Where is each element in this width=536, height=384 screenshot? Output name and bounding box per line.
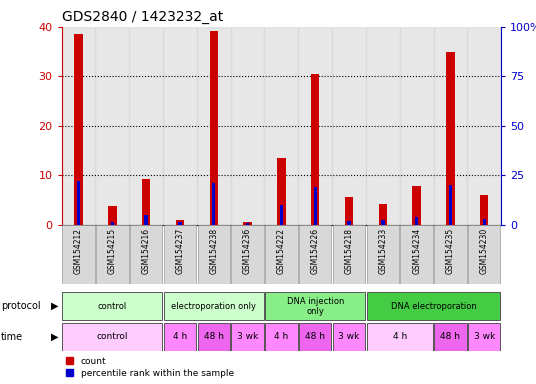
Text: 4 h: 4 h — [173, 333, 187, 341]
Bar — [311, 74, 319, 225]
Bar — [412, 186, 421, 225]
Bar — [314, 187, 317, 225]
Bar — [75, 34, 83, 225]
Text: electroporation only: electroporation only — [172, 302, 256, 311]
FancyBboxPatch shape — [434, 323, 467, 351]
FancyBboxPatch shape — [367, 225, 399, 284]
Text: 4 h: 4 h — [392, 333, 407, 341]
Bar — [400, 27, 434, 225]
FancyBboxPatch shape — [367, 323, 433, 351]
Bar — [446, 51, 455, 225]
Bar — [482, 219, 486, 225]
FancyBboxPatch shape — [265, 225, 297, 284]
FancyBboxPatch shape — [468, 323, 501, 351]
Bar — [163, 27, 197, 225]
Bar — [129, 27, 163, 225]
Text: 4 h: 4 h — [274, 333, 288, 341]
FancyBboxPatch shape — [62, 323, 162, 351]
Text: GSM154238: GSM154238 — [209, 228, 218, 274]
Text: 3 wk: 3 wk — [237, 333, 258, 341]
Bar — [277, 158, 286, 225]
Bar — [210, 31, 218, 225]
FancyBboxPatch shape — [299, 323, 331, 351]
Bar — [381, 220, 384, 225]
Bar — [345, 197, 353, 225]
Text: GSM154215: GSM154215 — [108, 228, 117, 274]
Text: GDS2840 / 1423232_at: GDS2840 / 1423232_at — [62, 10, 223, 25]
Bar — [280, 205, 283, 225]
Text: GSM154222: GSM154222 — [277, 228, 286, 274]
FancyBboxPatch shape — [96, 225, 129, 284]
Bar — [176, 220, 184, 225]
Text: 3 wk: 3 wk — [338, 333, 360, 341]
Bar — [415, 217, 418, 225]
Bar — [434, 27, 467, 225]
Bar — [264, 27, 299, 225]
Bar — [347, 221, 351, 225]
Bar — [230, 27, 264, 225]
Bar — [110, 222, 114, 225]
Bar — [480, 195, 488, 225]
Bar — [95, 27, 129, 225]
Text: GSM154230: GSM154230 — [480, 228, 489, 274]
Text: DNA injection
only: DNA injection only — [287, 296, 344, 316]
FancyBboxPatch shape — [265, 323, 297, 351]
Bar — [108, 206, 117, 225]
FancyBboxPatch shape — [333, 323, 365, 351]
FancyBboxPatch shape — [232, 225, 264, 284]
Bar — [299, 27, 332, 225]
FancyBboxPatch shape — [163, 225, 196, 284]
Bar — [243, 222, 252, 225]
Bar — [145, 215, 148, 225]
Text: GSM154237: GSM154237 — [175, 228, 184, 274]
FancyBboxPatch shape — [367, 293, 501, 320]
FancyBboxPatch shape — [62, 293, 162, 320]
Bar — [178, 222, 182, 225]
Text: control: control — [98, 302, 127, 311]
FancyBboxPatch shape — [62, 225, 95, 284]
FancyBboxPatch shape — [265, 293, 365, 320]
FancyBboxPatch shape — [232, 323, 264, 351]
FancyBboxPatch shape — [163, 323, 196, 351]
Legend: count, percentile rank within the sample: count, percentile rank within the sample — [66, 357, 234, 377]
Text: 48 h: 48 h — [441, 333, 460, 341]
FancyBboxPatch shape — [198, 323, 230, 351]
FancyBboxPatch shape — [400, 225, 433, 284]
Text: 3 wk: 3 wk — [474, 333, 495, 341]
Text: 48 h: 48 h — [305, 333, 325, 341]
FancyBboxPatch shape — [333, 225, 365, 284]
Text: control: control — [96, 333, 128, 341]
Text: protocol: protocol — [1, 301, 41, 311]
Bar — [77, 181, 80, 225]
FancyBboxPatch shape — [434, 225, 467, 284]
Bar — [142, 179, 151, 225]
FancyBboxPatch shape — [130, 225, 162, 284]
Bar — [212, 183, 215, 225]
Text: GSM154234: GSM154234 — [412, 228, 421, 274]
Bar — [197, 27, 230, 225]
Text: GSM154226: GSM154226 — [311, 228, 319, 274]
FancyBboxPatch shape — [299, 225, 331, 284]
Bar — [467, 27, 501, 225]
Bar — [378, 204, 387, 225]
Bar — [332, 27, 366, 225]
Text: GSM154235: GSM154235 — [446, 228, 455, 274]
Text: ▶: ▶ — [51, 332, 59, 342]
Text: 48 h: 48 h — [204, 333, 224, 341]
Bar — [62, 27, 95, 225]
Text: GSM154216: GSM154216 — [142, 228, 151, 274]
Bar — [449, 185, 452, 225]
Text: ▶: ▶ — [51, 301, 59, 311]
Text: DNA electroporation: DNA electroporation — [391, 302, 477, 311]
FancyBboxPatch shape — [468, 225, 501, 284]
Text: GSM154236: GSM154236 — [243, 228, 252, 274]
Text: GSM154212: GSM154212 — [74, 228, 83, 274]
Text: GSM154233: GSM154233 — [378, 228, 388, 274]
Text: GSM154218: GSM154218 — [345, 228, 354, 274]
Text: time: time — [1, 332, 23, 342]
Bar — [246, 223, 249, 225]
FancyBboxPatch shape — [163, 293, 264, 320]
FancyBboxPatch shape — [198, 225, 230, 284]
Bar — [366, 27, 400, 225]
